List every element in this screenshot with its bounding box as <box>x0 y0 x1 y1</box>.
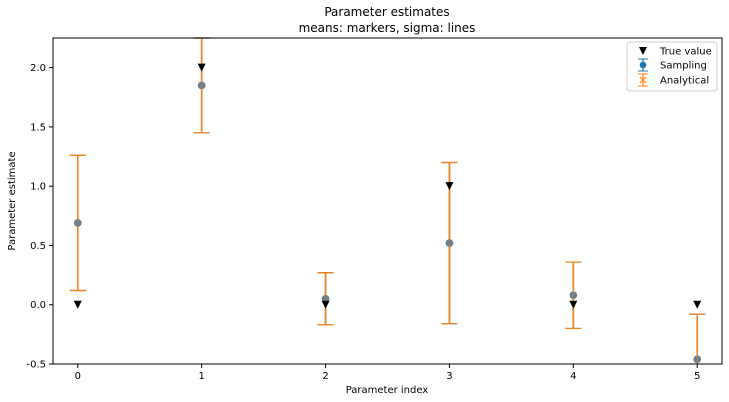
y-tick-label: 0.5 <box>30 241 46 252</box>
plot-frame <box>52 37 723 365</box>
chart-subtitle: means: markers, sigma: lines <box>299 21 476 35</box>
y-tick-label: -0.5 <box>26 360 46 371</box>
x-tick-label: 3 <box>446 371 452 382</box>
analytical-point-4 <box>569 291 578 300</box>
true-value-point-2 <box>321 300 330 309</box>
legend-label-2: Analytical <box>660 76 709 87</box>
x-tick-label: 5 <box>694 371 700 382</box>
x-tick-label: 4 <box>570 371 576 382</box>
analytical-errorbar <box>69 37 706 364</box>
analytical-point-5 <box>693 355 702 364</box>
legend-analytical-marker <box>639 76 647 84</box>
x-axis-label: Parameter index <box>346 385 429 396</box>
y-tick-label: 1.5 <box>30 122 46 133</box>
legend-sampling-marker <box>639 61 647 69</box>
analytical-point-2 <box>321 295 330 303</box>
x-tick-label: 1 <box>198 371 204 382</box>
y-tick-label: 2.0 <box>30 63 46 74</box>
y-axis-label: Parameter estimate <box>7 151 18 250</box>
legend-label-0: True value <box>659 47 712 58</box>
chart-title: Parameter estimates <box>324 5 449 19</box>
analytical-point-1 <box>197 81 206 90</box>
legend-box <box>626 41 718 92</box>
plot-area <box>69 37 706 364</box>
sampling-errorbar <box>69 37 706 364</box>
true-value-point-5 <box>693 300 702 309</box>
legend: True value Sampling Analytical <box>626 41 718 92</box>
true-value-series <box>73 63 702 309</box>
y-tick-label: 1.0 <box>30 182 46 193</box>
legend-true-value-marker <box>639 47 647 55</box>
analytical-point-3 <box>445 239 454 247</box>
y-tick-label: 0.0 <box>30 300 46 311</box>
analytical-point-0 <box>73 219 82 227</box>
true-value-point-1 <box>197 63 206 72</box>
true-value-point-3 <box>445 182 454 191</box>
x-tick-label: 0 <box>75 371 81 382</box>
true-value-point-4 <box>569 300 578 309</box>
x-axis: 0 1 2 3 4 5 <box>75 364 700 382</box>
y-axis: -0.5 0.0 0.5 1.0 1.5 2.0 <box>26 63 53 371</box>
legend-label-1: Sampling <box>660 61 707 72</box>
x-tick-label: 2 <box>322 371 328 382</box>
true-value-point-0 <box>73 300 82 309</box>
